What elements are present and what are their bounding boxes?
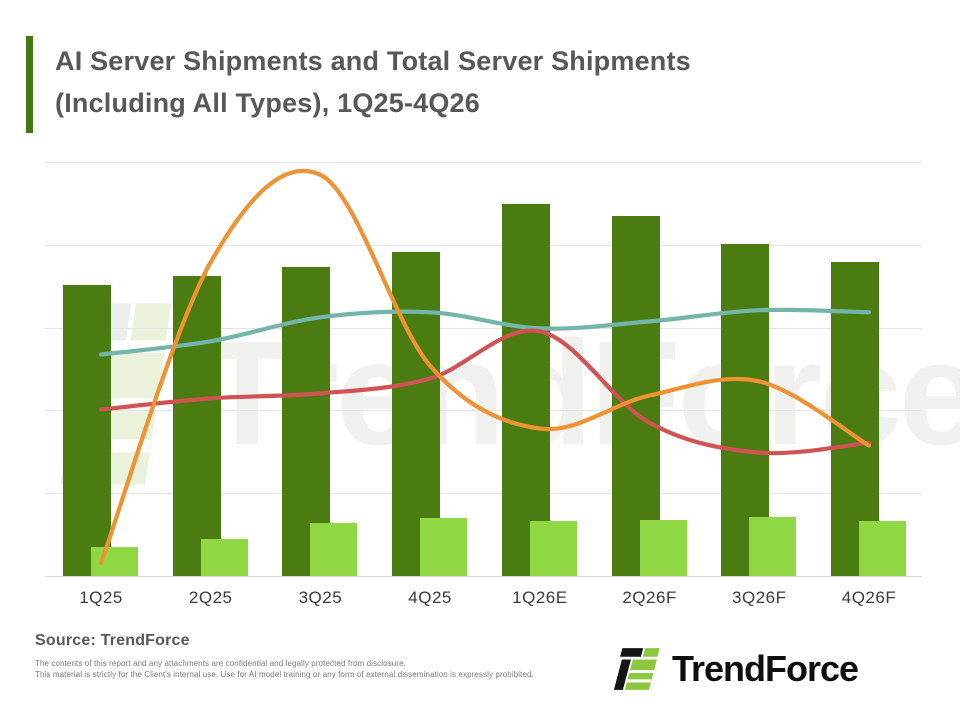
x-axis-baseline — [45, 576, 922, 577]
bar-ai-server-shipments-1Q26E — [529, 520, 577, 576]
trendforce-logo: TrendForce — [612, 645, 859, 693]
x-axis-label-2Q25: 2Q25 — [188, 588, 233, 607]
x-axis-label-3Q25: 3Q25 — [298, 588, 343, 607]
title-line-1: AI Server Shipments and Total Server Shi… — [55, 46, 691, 76]
disclaimer-line-2: This material is strictly for the Client… — [35, 670, 534, 679]
bar-total-server-shipments-1Q25 — [63, 285, 111, 576]
bar-ai-server-shipments-4Q26F — [859, 520, 906, 576]
chart-plot-area — [45, 162, 922, 577]
disclaimer-line-1: The contents of this report and any atta… — [35, 659, 406, 668]
bar-ai-server-shipments-4Q25 — [420, 518, 468, 576]
trendforce-logo-text: TrendForce — [672, 648, 859, 689]
source-label: Source: TrendForce — [35, 632, 190, 649]
x-axis-label-4Q25: 4Q25 — [408, 588, 452, 607]
gridline — [45, 162, 922, 163]
gridline — [45, 244, 922, 246]
x-axis-label-1Q25: 1Q25 — [79, 588, 123, 607]
trendforce-logo-icon — [613, 648, 660, 690]
bar-ai-server-shipments-3Q26F — [749, 516, 797, 576]
x-axis-label-1Q26E: 1Q26E — [512, 588, 568, 607]
bar-ai-server-shipments-2Q26F — [639, 519, 687, 576]
title-accent-bar — [26, 36, 33, 133]
bar-total-server-shipments-2Q25 — [172, 276, 221, 576]
page-title: AI Server Shipments and Total Server Shi… — [55, 40, 915, 124]
x-axis: 1Q25 2Q25 3Q25 4Q25 1Q26E 2Q26F 3Q26F 4Q26F — [45, 588, 922, 612]
title-line-2: (Including All Types), 1Q25-4Q26 — [55, 88, 480, 118]
bar-ai-server-shipments-3Q25 — [310, 523, 358, 576]
x-axis-label-2Q26F: 2Q26F — [622, 588, 677, 607]
x-axis-label-4Q26F: 4Q26F — [841, 588, 897, 607]
bar-ai-server-shipments-2Q25 — [200, 538, 248, 576]
bar-ai-server-shipments-1Q25 — [91, 547, 138, 576]
disclaimer-text: The contents of this report and any atta… — [35, 658, 534, 680]
x-axis-label-3Q26F: 3Q26F — [732, 588, 787, 607]
